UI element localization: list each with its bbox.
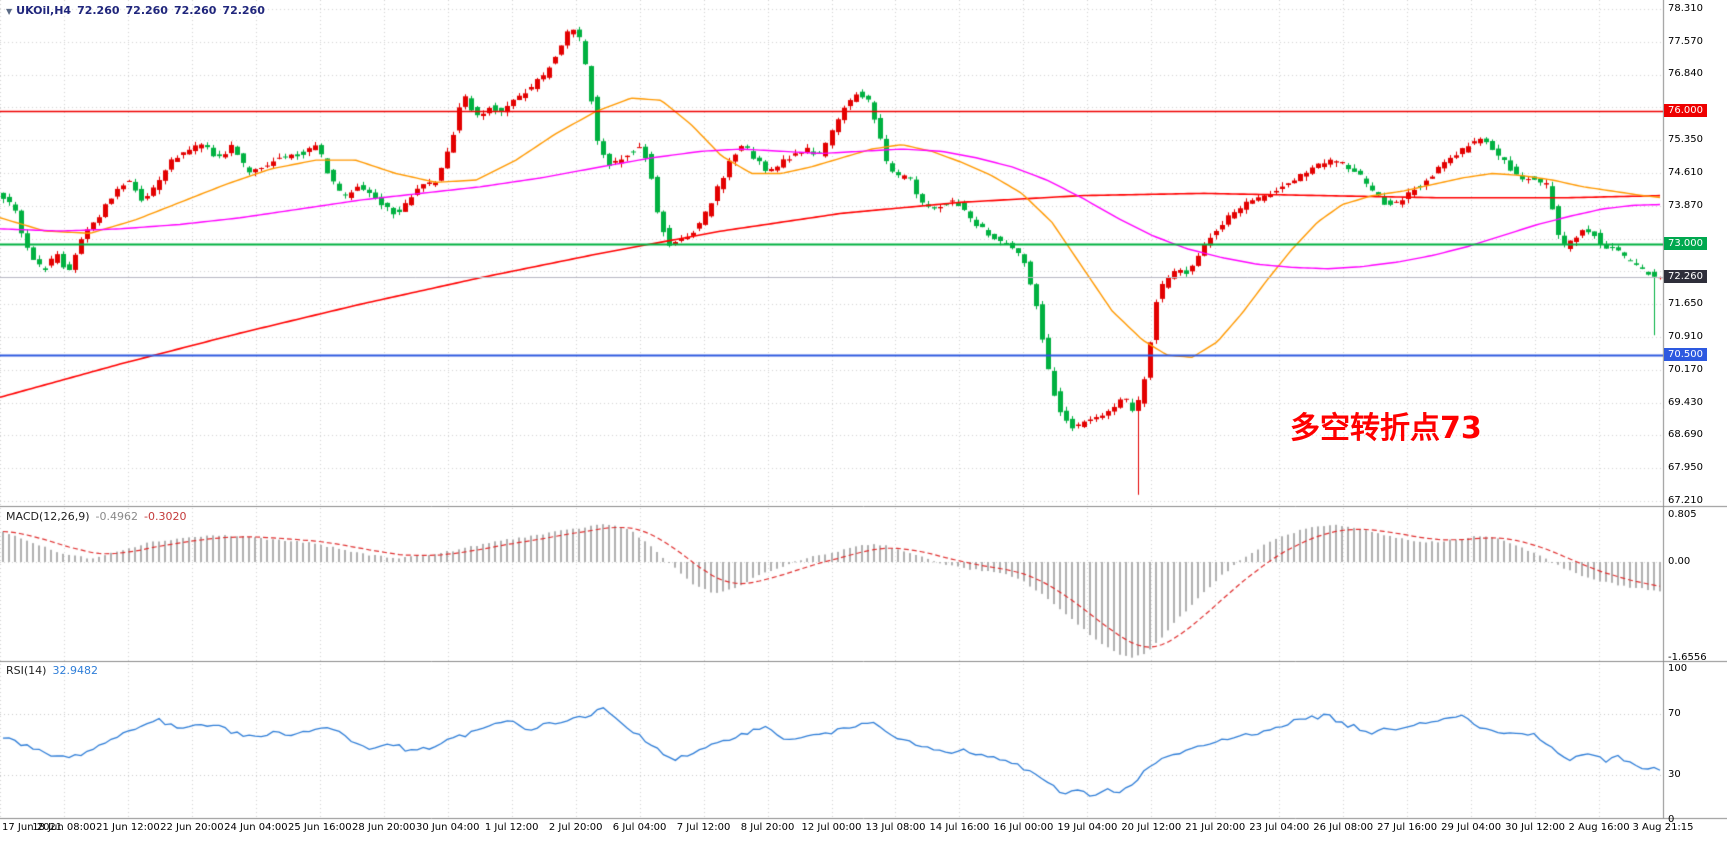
time-tick-label: 6 Jul 04:00 [612, 822, 667, 833]
rsi-axis-label: 30 [1668, 768, 1681, 780]
price-line-badge: 72.260 [1664, 270, 1707, 284]
price-tick-label: 67.210 [1668, 495, 1703, 506]
symbol-name: UKOil,H4 [16, 4, 72, 17]
price-line-badge: 73.000 [1664, 237, 1707, 251]
symbol-info: ▼ UKOil,H4 72.260 72.260 72.260 72.260 [6, 4, 271, 17]
time-tick-label: 3 Aug 21:15 [1632, 822, 1694, 833]
price-tick-label: 70.910 [1668, 331, 1703, 342]
price-tick-label: 70.170 [1668, 363, 1703, 375]
time-tick-label: 30 Jul 12:00 [1505, 822, 1566, 833]
price-tick-label: 76.840 [1668, 68, 1703, 80]
rsi-value: 32.9482 [52, 664, 98, 677]
time-tick-label: 29 Jul 04:00 [1441, 822, 1502, 833]
price-tick-label: 69.430 [1668, 396, 1703, 408]
time-tick-label: 28 Jun 20:00 [352, 822, 416, 833]
rsi-indicator-label: RSI(14) 32.9482 [6, 664, 104, 677]
ohlc-low: 72.260 [173, 4, 217, 17]
time-tick-label: 1 Jul 12:00 [484, 822, 539, 833]
price-tick-label: 78.310 [1668, 3, 1703, 14]
price-tick-label: 67.950 [1668, 462, 1703, 474]
price-line-badge: 76.000 [1664, 104, 1707, 118]
time-tick-label: 2 Jul 20:00 [548, 822, 603, 833]
time-tick-label: 7 Jul 12:00 [676, 822, 731, 833]
macd-axis-label: 0.805 [1668, 509, 1697, 521]
time-tick-label: 17 Jun 2021 [2, 822, 63, 833]
price-tick-label: 73.870 [1668, 199, 1703, 211]
time-tick-label: 18 Jun 08:00 [32, 822, 96, 833]
time-tick-label: 21 Jun 12:00 [96, 822, 160, 833]
macd-main-value: -0.4962 [95, 510, 139, 523]
ohlc-high: 72.260 [125, 4, 168, 17]
macd-axis-label: 0.00 [1668, 556, 1691, 567]
macd-axis-label: -1.6556 [1668, 652, 1707, 664]
time-tick-label: 26 Jul 08:00 [1313, 822, 1374, 833]
time-tick-label: 25 Jun 16:00 [288, 822, 352, 833]
macd-signal-value: -0.3020 [144, 510, 187, 523]
price-tick-label: 77.570 [1668, 35, 1703, 47]
price-tick-label: 74.610 [1668, 167, 1703, 178]
macd-name: MACD(12,26,9) [6, 510, 90, 523]
time-tick-label: 8 Jul 20:00 [740, 822, 795, 833]
price-tick-label: 68.690 [1668, 429, 1703, 441]
time-tick-label: 19 Jul 04:00 [1057, 822, 1118, 833]
price-tick-label: 75.350 [1668, 134, 1703, 146]
time-tick-label: 23 Jul 04:00 [1249, 822, 1310, 833]
ohlc-close: 72.260 [222, 4, 265, 17]
time-tick-label: 21 Jul 20:00 [1185, 822, 1246, 833]
time-tick-label: 30 Jun 04:00 [415, 822, 480, 833]
rsi-axis-label: 70 [1668, 708, 1681, 720]
macd-indicator-label: MACD(12,26,9) -0.4962 -0.3020 [6, 510, 192, 523]
time-tick-label: 14 Jul 16:00 [929, 822, 990, 833]
price-tick-label: 71.650 [1668, 298, 1703, 310]
annotation-text: 多空转折点73 [1290, 411, 1482, 446]
time-tick-label: 12 Jul 00:00 [801, 822, 862, 833]
time-tick-label: 13 Jul 08:00 [865, 822, 926, 833]
time-tick-label: 16 Jul 00:00 [993, 822, 1054, 833]
time-tick-label: 20 Jul 12:00 [1121, 822, 1182, 833]
rsi-name: RSI(14) [6, 664, 47, 677]
time-tick-label: 27 Jul 16:00 [1377, 822, 1438, 833]
time-tick-label: 22 Jun 20:00 [160, 822, 224, 833]
chart-collapse-icon[interactable]: ▼ [6, 7, 13, 16]
price-line-badge: 70.500 [1664, 348, 1707, 362]
time-tick-label: 24 Jun 04:00 [224, 822, 288, 833]
ohlc-open: 72.260 [77, 4, 120, 17]
time-tick-label: 2 Aug 16:00 [1568, 822, 1630, 833]
rsi-axis-label: 100 [1668, 663, 1688, 674]
rsi-axis-label: 0 [1668, 814, 1675, 825]
